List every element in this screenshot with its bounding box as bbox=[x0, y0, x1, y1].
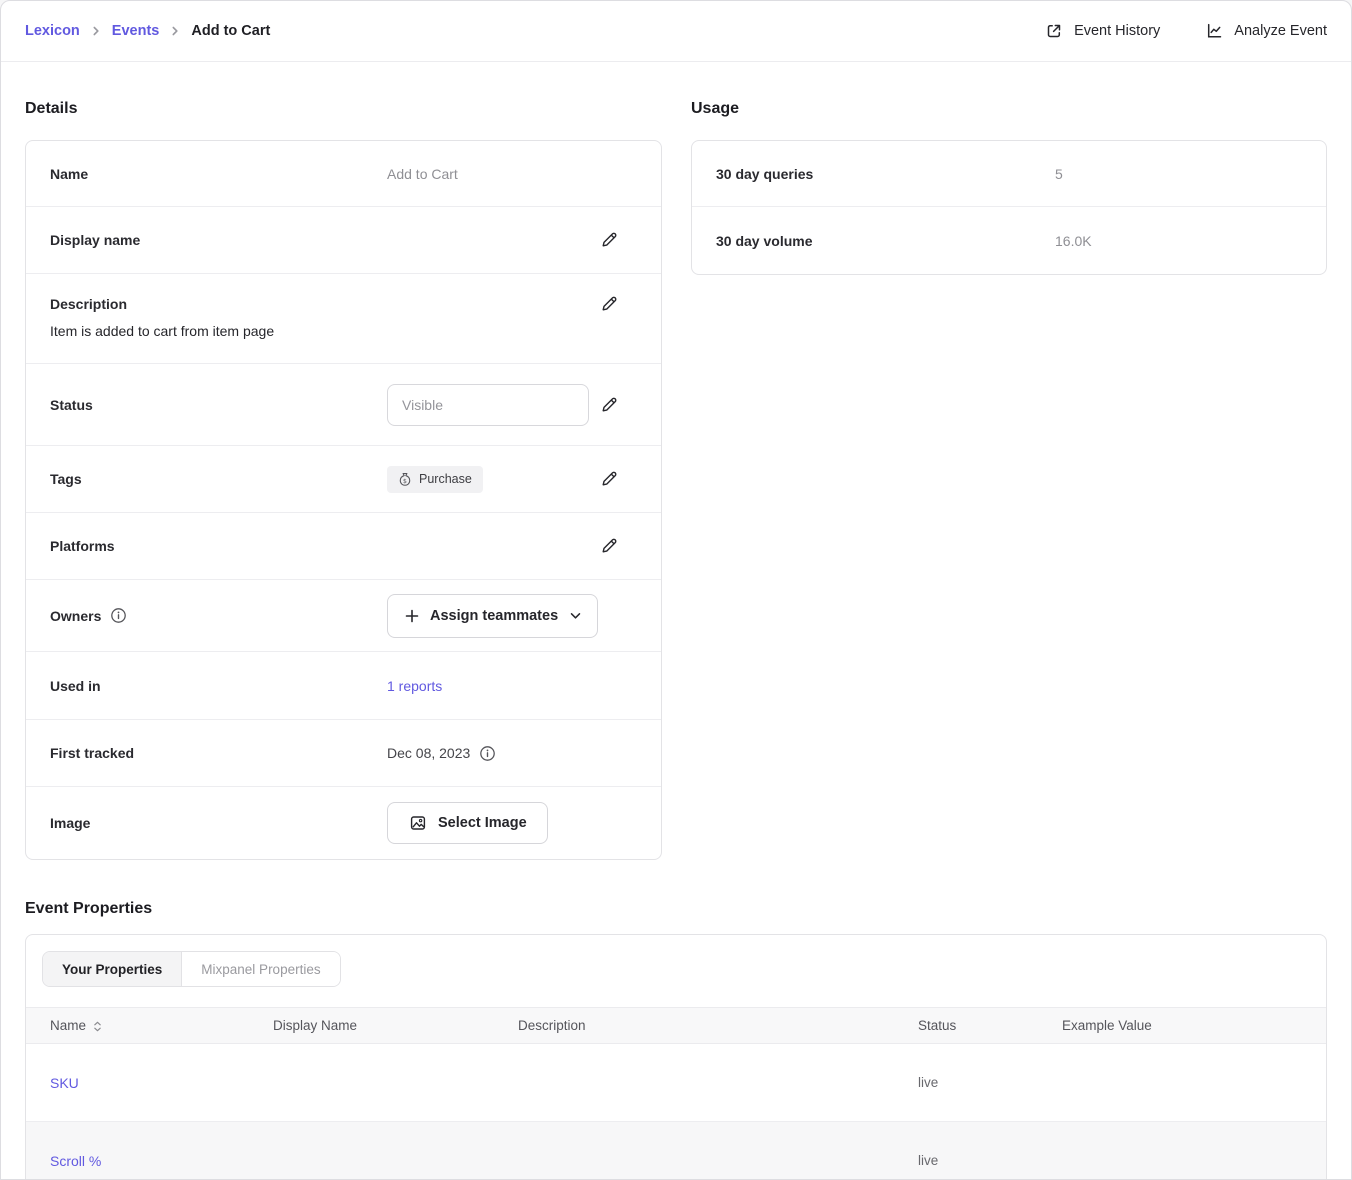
usage-title: Usage bbox=[691, 100, 740, 117]
edit-platforms-button[interactable] bbox=[599, 536, 619, 556]
details-title: Details bbox=[25, 100, 78, 117]
column-header-example-value: Example Value bbox=[1062, 1018, 1152, 1033]
detail-row-display-name: Display name bbox=[26, 207, 661, 274]
usage-card: 30 day queries 5 30 day volume 16.0K bbox=[691, 140, 1327, 275]
assign-teammates-button[interactable]: Assign teammates bbox=[387, 593, 599, 638]
platforms-label: Platforms bbox=[50, 538, 115, 554]
tag-chip-label: Purchase bbox=[419, 472, 472, 486]
column-header-description: Description bbox=[518, 1018, 586, 1033]
event-history-button[interactable]: Event History bbox=[1044, 21, 1160, 41]
status-input[interactable] bbox=[387, 383, 589, 426]
display-name-label: Display name bbox=[50, 232, 141, 248]
analyze-event-label: Analyze Event bbox=[1234, 23, 1327, 39]
pencil-icon bbox=[599, 469, 619, 489]
external-link-icon bbox=[1044, 21, 1064, 41]
info-icon[interactable] bbox=[110, 607, 127, 624]
detail-row-platforms: Platforms bbox=[26, 513, 661, 580]
plus-icon bbox=[404, 608, 420, 624]
detail-row-description: Description Item is added to cart from i… bbox=[26, 274, 661, 364]
pencil-icon bbox=[599, 230, 619, 250]
used-in-reports-link[interactable]: 1 reports bbox=[387, 677, 443, 694]
event-properties-title: Event Properties bbox=[25, 900, 153, 917]
pencil-icon bbox=[599, 536, 619, 556]
image-icon bbox=[408, 813, 428, 833]
sort-icon bbox=[93, 1020, 102, 1033]
detail-row-image: Image Select Image bbox=[26, 787, 661, 859]
edit-description-button[interactable] bbox=[599, 294, 619, 314]
tags-label: Tags bbox=[50, 471, 82, 487]
column-header-name-label: Name bbox=[50, 1018, 87, 1033]
analyze-event-button[interactable]: Analyze Event bbox=[1204, 21, 1327, 41]
image-label: Image bbox=[50, 815, 91, 831]
owners-label-text: Owners bbox=[50, 607, 102, 624]
usage-row-volume: 30 day volume 16.0K bbox=[692, 207, 1326, 274]
event-properties-card: Your Properties Mixpanel Properties Name… bbox=[25, 934, 1327, 1179]
properties-tabs: Your Properties Mixpanel Properties bbox=[42, 951, 341, 987]
edit-display-name-button[interactable] bbox=[599, 230, 619, 250]
status-label: Status bbox=[50, 396, 93, 413]
edit-tags-button[interactable] bbox=[599, 469, 619, 489]
select-image-label: Select Image bbox=[438, 815, 527, 831]
detail-row-tags: Tags $ Purchase bbox=[26, 446, 661, 513]
property-link[interactable]: SKU bbox=[50, 1074, 79, 1091]
top-bar: Lexicon Events Add to Cart Event History bbox=[1, 1, 1351, 62]
column-header-status: Status bbox=[918, 1018, 957, 1033]
pencil-icon bbox=[599, 395, 619, 415]
property-status: live bbox=[918, 1075, 939, 1090]
usage-row-queries: 30 day queries 5 bbox=[692, 141, 1326, 207]
first-tracked-value: Dec 08, 2023 bbox=[387, 745, 471, 761]
event-history-label: Event History bbox=[1074, 23, 1161, 39]
name-value: Add to Cart bbox=[387, 165, 458, 182]
column-header-name[interactable]: Name bbox=[26, 1018, 273, 1033]
select-image-button[interactable]: Select Image bbox=[387, 802, 548, 844]
used-in-label: Used in bbox=[50, 677, 101, 694]
property-status: live bbox=[918, 1153, 939, 1168]
properties-table: Name Display Name Description Status Exa… bbox=[26, 1007, 1326, 1179]
description-label: Description bbox=[50, 296, 128, 312]
property-row-sku[interactable]: SKU live bbox=[26, 1044, 1326, 1122]
description-value: Item is added to cart from item page bbox=[50, 323, 275, 339]
main-content: Details Name Add to Cart Display name bbox=[1, 62, 1351, 1179]
breadcrumb-events[interactable]: Events bbox=[111, 23, 160, 39]
info-icon[interactable] bbox=[479, 745, 496, 762]
detail-row-owners: Owners Assign teammates bbox=[26, 580, 661, 652]
first-tracked-label: First tracked bbox=[50, 745, 135, 761]
column-header-display-name: Display Name bbox=[273, 1018, 358, 1033]
detail-row-first-tracked: First tracked Dec 08, 2023 bbox=[26, 720, 661, 787]
property-row-scroll[interactable]: Scroll % live bbox=[26, 1122, 1326, 1179]
property-link[interactable]: Scroll % bbox=[50, 1152, 102, 1169]
edit-status-button[interactable] bbox=[599, 395, 619, 415]
detail-row-name: Name Add to Cart bbox=[26, 141, 661, 207]
details-card: Name Add to Cart Display name bbox=[25, 140, 662, 860]
line-chart-icon bbox=[1204, 21, 1224, 41]
chevron-down-icon bbox=[570, 612, 581, 620]
svg-text:$: $ bbox=[403, 478, 407, 485]
tab-your-properties[interactable]: Your Properties bbox=[43, 952, 182, 986]
breadcrumb-lexicon[interactable]: Lexicon bbox=[25, 23, 80, 39]
tag-chip-purchase[interactable]: $ Purchase bbox=[387, 465, 483, 493]
owners-label: Owners bbox=[50, 607, 387, 624]
tab-mixpanel-properties[interactable]: Mixpanel Properties bbox=[181, 952, 340, 986]
money-bag-icon: $ bbox=[398, 472, 412, 487]
name-label: Name bbox=[50, 165, 89, 182]
breadcrumb: Lexicon Events Add to Cart bbox=[25, 23, 270, 39]
volume-value: 16.0K bbox=[1055, 232, 1092, 249]
pencil-icon bbox=[599, 294, 619, 314]
chevron-right-icon bbox=[169, 25, 181, 37]
detail-row-status: Status bbox=[26, 364, 661, 446]
detail-row-used-in: Used in 1 reports bbox=[26, 652, 661, 720]
properties-table-header: Name Display Name Description Status Exa… bbox=[26, 1007, 1326, 1044]
queries-label: 30 day queries bbox=[716, 165, 814, 182]
queries-value: 5 bbox=[1055, 165, 1063, 182]
chevron-right-icon bbox=[90, 25, 102, 37]
volume-label: 30 day volume bbox=[716, 232, 813, 249]
assign-teammates-label: Assign teammates bbox=[430, 607, 559, 624]
top-actions: Event History Analyze Event bbox=[1044, 21, 1327, 41]
breadcrumb-current: Add to Cart bbox=[191, 23, 271, 39]
